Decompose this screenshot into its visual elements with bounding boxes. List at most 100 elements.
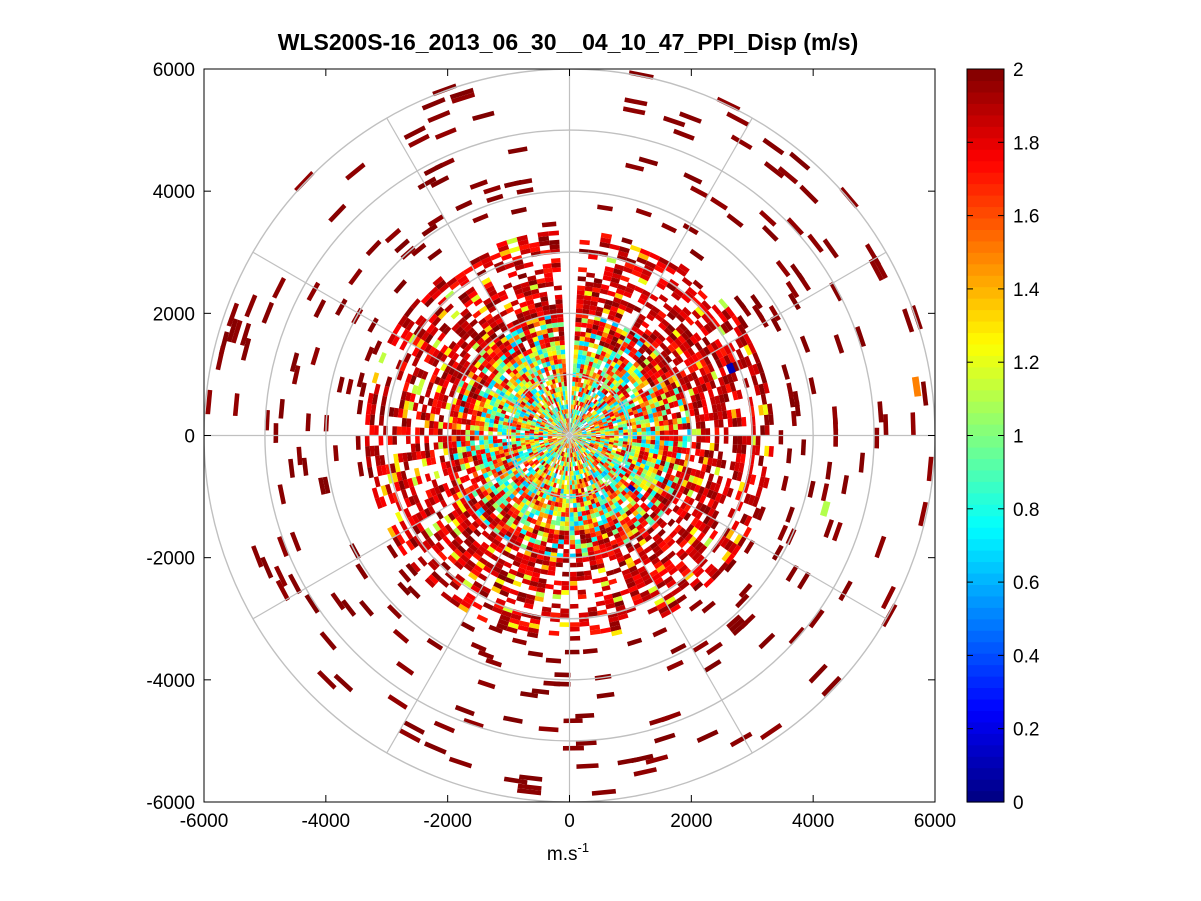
data-cell (471, 342, 480, 351)
data-cell (492, 297, 502, 306)
data-cell (573, 512, 578, 517)
data-cell (557, 377, 562, 383)
data-cell (652, 412, 658, 418)
data-cell (499, 294, 509, 302)
data-cell (599, 241, 611, 249)
data-cell (654, 597, 665, 607)
data-cell (534, 467, 540, 473)
data-cell (530, 288, 540, 295)
data-cell (591, 483, 596, 490)
data-cell (698, 557, 708, 568)
data-cell (592, 287, 601, 293)
data-cell (551, 388, 556, 394)
data-cell (588, 254, 598, 260)
data-cell (497, 321, 506, 329)
data-cell (597, 369, 603, 376)
data-cell (457, 545, 467, 554)
data-cell (654, 463, 660, 470)
data-cell (650, 496, 658, 505)
data-cell (403, 720, 425, 735)
data-cell (552, 438, 558, 440)
data-cell (515, 427, 521, 431)
data-cell (633, 413, 640, 418)
data-cell (537, 349, 543, 356)
data-cell (551, 543, 559, 549)
data-cell (590, 513, 596, 519)
x-tick-label: 2000 (670, 811, 712, 832)
data-cell (645, 439, 651, 444)
data-cell (530, 442, 536, 446)
data-cell (515, 498, 522, 506)
data-cell (502, 459, 508, 465)
data-cell (557, 391, 562, 397)
data-cell (391, 524, 401, 536)
data-cell (456, 441, 462, 448)
data-cell (874, 427, 880, 449)
data-cell (583, 457, 588, 462)
data-cell (607, 408, 613, 414)
data-cell (648, 413, 654, 419)
data-cell (559, 460, 563, 466)
data-cell (412, 366, 421, 377)
data-cell (593, 319, 600, 326)
data-cell (627, 490, 634, 497)
data-cell (584, 360, 590, 366)
data-cell (541, 328, 548, 335)
data-cell (608, 554, 617, 561)
colorbar-segment (967, 194, 1004, 208)
data-cell (572, 423, 575, 428)
data-cell (582, 515, 588, 521)
data-cell (716, 403, 722, 412)
data-cell (563, 437, 567, 441)
data-cell (647, 585, 659, 594)
data-cell (495, 523, 503, 532)
data-cell (581, 318, 588, 324)
data-cell (497, 479, 504, 487)
data-cell (574, 452, 577, 457)
data-cell (369, 425, 375, 436)
data-cell (604, 437, 610, 440)
data-cell (444, 364, 452, 374)
data-cell (551, 322, 559, 328)
data-cell (645, 460, 652, 467)
data-cell (576, 400, 579, 406)
data-cell (480, 541, 490, 550)
data-cell (563, 539, 570, 545)
data-cell (398, 728, 421, 744)
data-cell (758, 476, 766, 488)
data-cell (546, 537, 554, 544)
data-cell (535, 490, 541, 496)
data-cell (445, 402, 452, 410)
data-cell (527, 561, 536, 568)
data-cell (540, 507, 546, 514)
data-cell (575, 326, 581, 332)
data-cell (411, 514, 420, 525)
data-cell (481, 504, 489, 512)
data-cell (537, 334, 544, 341)
data-cell (666, 282, 677, 292)
data-cell (601, 388, 607, 394)
data-cell (516, 408, 522, 414)
data-cell (644, 447, 650, 453)
data-cell (643, 358, 651, 366)
data-cell (496, 622, 508, 631)
data-cell (387, 604, 402, 620)
data-cell (478, 371, 486, 379)
data-cell (530, 508, 537, 515)
data-cell (572, 409, 575, 414)
data-cell (576, 470, 580, 475)
data-cell (536, 310, 544, 317)
data-cell (580, 506, 586, 512)
data-cell (558, 445, 562, 450)
data-cell (566, 404, 569, 410)
data-cell (474, 361, 482, 369)
data-cell (631, 753, 654, 764)
data-cell (687, 535, 697, 546)
data-cell (727, 507, 736, 519)
data-cell (672, 366, 680, 375)
data-cell (585, 389, 590, 395)
data-cell (619, 478, 626, 484)
data-cell (634, 449, 641, 455)
data-cell (599, 398, 605, 404)
data-cell (485, 657, 502, 668)
